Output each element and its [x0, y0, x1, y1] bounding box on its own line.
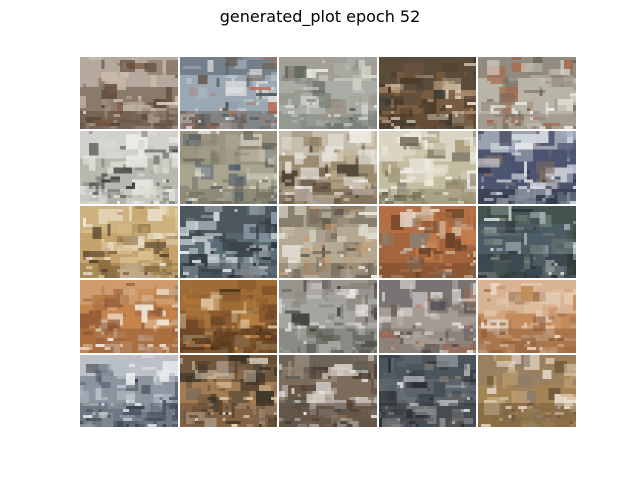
generated-image-tile [279, 131, 377, 204]
generated-image [478, 280, 576, 353]
generated-image-tile [478, 57, 576, 130]
generated-image-tile [179, 131, 278, 204]
generated-image-tile [378, 57, 477, 130]
generated-image-tile [279, 354, 377, 427]
generated-image [80, 354, 178, 427]
generated-image [279, 280, 377, 353]
generated-image [179, 354, 278, 427]
generated-image [378, 354, 477, 427]
generated-image-tile [378, 354, 477, 427]
generated-image [378, 280, 477, 353]
image-grid [80, 57, 576, 427]
generated-image [478, 57, 576, 130]
generated-image [478, 354, 576, 427]
generated-image-tile [179, 57, 278, 130]
generated-image [279, 57, 377, 130]
generated-image-tile [80, 354, 178, 427]
figure-title: generated_plot epoch 52 [219, 7, 421, 26]
generated-image-tile [478, 205, 576, 279]
generated-image-tile [378, 280, 477, 353]
generated-image-tile [279, 280, 377, 353]
generated-image [378, 57, 477, 130]
generated-image-tile [478, 354, 576, 427]
generated-image-tile [80, 280, 178, 353]
generated-image-tile [478, 131, 576, 204]
generated-image [179, 57, 278, 130]
generated-image [478, 131, 576, 204]
generated-image [378, 131, 477, 204]
generated-image [80, 280, 178, 353]
generated-image-tile [80, 57, 178, 130]
generated-image [179, 131, 278, 204]
generated-image-tile [179, 280, 278, 353]
generated-image [80, 57, 178, 130]
generated-image-tile [478, 280, 576, 353]
generated-image-tile [279, 205, 377, 279]
generated-image [279, 205, 377, 279]
generated-image [478, 205, 576, 279]
generated-image-tile [378, 131, 477, 204]
generated-image [80, 205, 178, 279]
generated-image [179, 280, 278, 353]
generated-image [80, 131, 178, 204]
generated-image-tile [80, 131, 178, 204]
generated-image [378, 205, 477, 279]
generated-image-tile [279, 57, 377, 130]
generated-image-tile [179, 205, 278, 279]
generated-image-tile [179, 354, 278, 427]
generated-image [279, 354, 377, 427]
generated-image-tile [80, 205, 178, 279]
generated-image [279, 131, 377, 204]
generated-image [179, 205, 278, 279]
generated-image-tile [378, 205, 477, 279]
